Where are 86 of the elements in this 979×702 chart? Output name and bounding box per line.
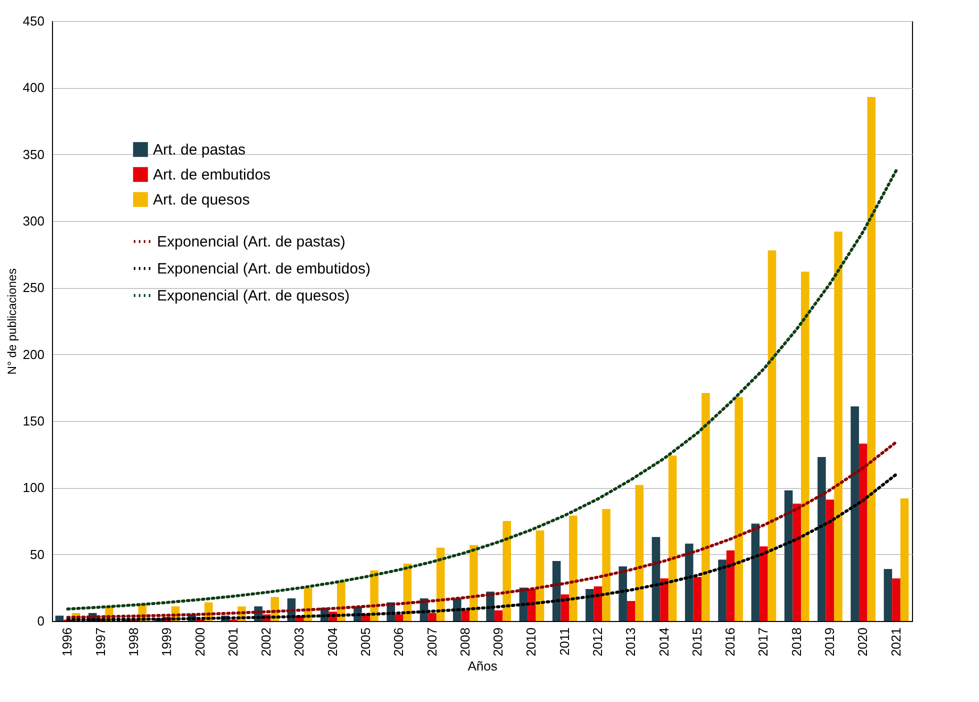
bar [867, 97, 876, 621]
bar [660, 578, 668, 621]
bar [635, 485, 644, 621]
bar [800, 272, 810, 621]
bar [768, 250, 776, 621]
x-tick-label: 2002 [258, 628, 274, 656]
x-tick-label: 2001 [225, 628, 240, 656]
x-tick-label: 2012 [590, 628, 605, 656]
bar [586, 589, 594, 621]
bar [693, 577, 702, 621]
bar [536, 530, 544, 621]
bar [792, 504, 801, 621]
legend-label: Art. de quesos [153, 192, 250, 208]
line-series [66, 440, 898, 619]
bar [568, 516, 578, 621]
x-tick-label: 1998 [126, 628, 142, 656]
x-tick-label: 1997 [92, 628, 108, 656]
y-tick-label: 300 [22, 214, 44, 228]
x-tick-label: 2013 [623, 628, 638, 656]
x-tick-label: 2005 [358, 628, 374, 656]
x-tick-label: 2020 [855, 628, 870, 656]
bar [684, 544, 694, 621]
x-tick-label: 2011 [556, 628, 572, 656]
bar [626, 601, 636, 621]
y-axis-title: N° de publicaciones [4, 268, 19, 375]
x-tick-label: 2009 [490, 628, 506, 656]
y-tick-label: 350 [22, 146, 44, 162]
bar [494, 610, 503, 621]
legend-label: Exponencial (Art. de embutidos) [157, 260, 370, 278]
line-series [66, 168, 898, 610]
bar [892, 578, 900, 621]
bar [760, 546, 768, 621]
legend-label: Exponencial (Art. de quesos) [157, 288, 350, 304]
bar [884, 569, 892, 621]
bar [470, 545, 478, 621]
bar [428, 613, 436, 621]
y-tick-label: 200 [22, 346, 44, 362]
bar [818, 457, 826, 621]
bar [858, 444, 868, 621]
x-tick-label: 2008 [457, 628, 472, 656]
bar [702, 393, 710, 621]
legend-label: Exponencial (Art. de pastas) [157, 234, 346, 250]
legend-label: Art. de embutidos [153, 166, 271, 184]
y-tick-label: 450 [22, 14, 44, 28]
x-axis-title: Años [468, 658, 498, 674]
x-tick-label: 2006 [391, 628, 406, 656]
x-tick-label: 1996 [60, 628, 75, 656]
bar [826, 500, 834, 621]
bar [55, 616, 64, 621]
bar [751, 524, 760, 621]
x-tick-label: 2016 [722, 628, 738, 656]
x-tick-label: 2018 [788, 628, 804, 656]
bar [502, 521, 511, 621]
bar [850, 406, 859, 621]
bar [668, 456, 677, 621]
bar [594, 586, 602, 621]
bar [652, 537, 660, 621]
x-tick-label: 2000 [192, 628, 208, 656]
x-tick-label: 2019 [822, 628, 837, 656]
x-tick-label: 1999 [159, 628, 174, 656]
x-tick-label: 2007 [424, 628, 440, 656]
bar [726, 550, 735, 621]
bar [618, 566, 627, 621]
x-tick-label: 2003 [292, 628, 307, 656]
x-tick-label: 2014 [656, 628, 672, 656]
legend-label: Art. de pastas [153, 142, 246, 158]
bar [395, 614, 404, 621]
x-tick-label: 2004 [324, 628, 340, 656]
bar [461, 610, 470, 621]
y-tick-label: 100 [22, 480, 44, 496]
bar [560, 594, 569, 621]
y-tick-label: 0 [37, 614, 44, 628]
bar [784, 490, 793, 621]
bar [834, 232, 842, 621]
x-tick-label: 2021 [888, 628, 904, 656]
y-tick-label: 50 [30, 546, 44, 562]
y-tick-label: 250 [22, 280, 44, 296]
bar [900, 498, 909, 621]
x-tick-label: 2017 [756, 628, 771, 656]
bar [602, 509, 610, 621]
bar [734, 397, 743, 621]
y-tick-label: 150 [22, 414, 44, 428]
x-tick-label: 2010 [524, 628, 539, 656]
y-tick-label: 400 [22, 80, 44, 96]
bar [718, 560, 726, 621]
x-tick-label: 2015 [689, 628, 704, 656]
